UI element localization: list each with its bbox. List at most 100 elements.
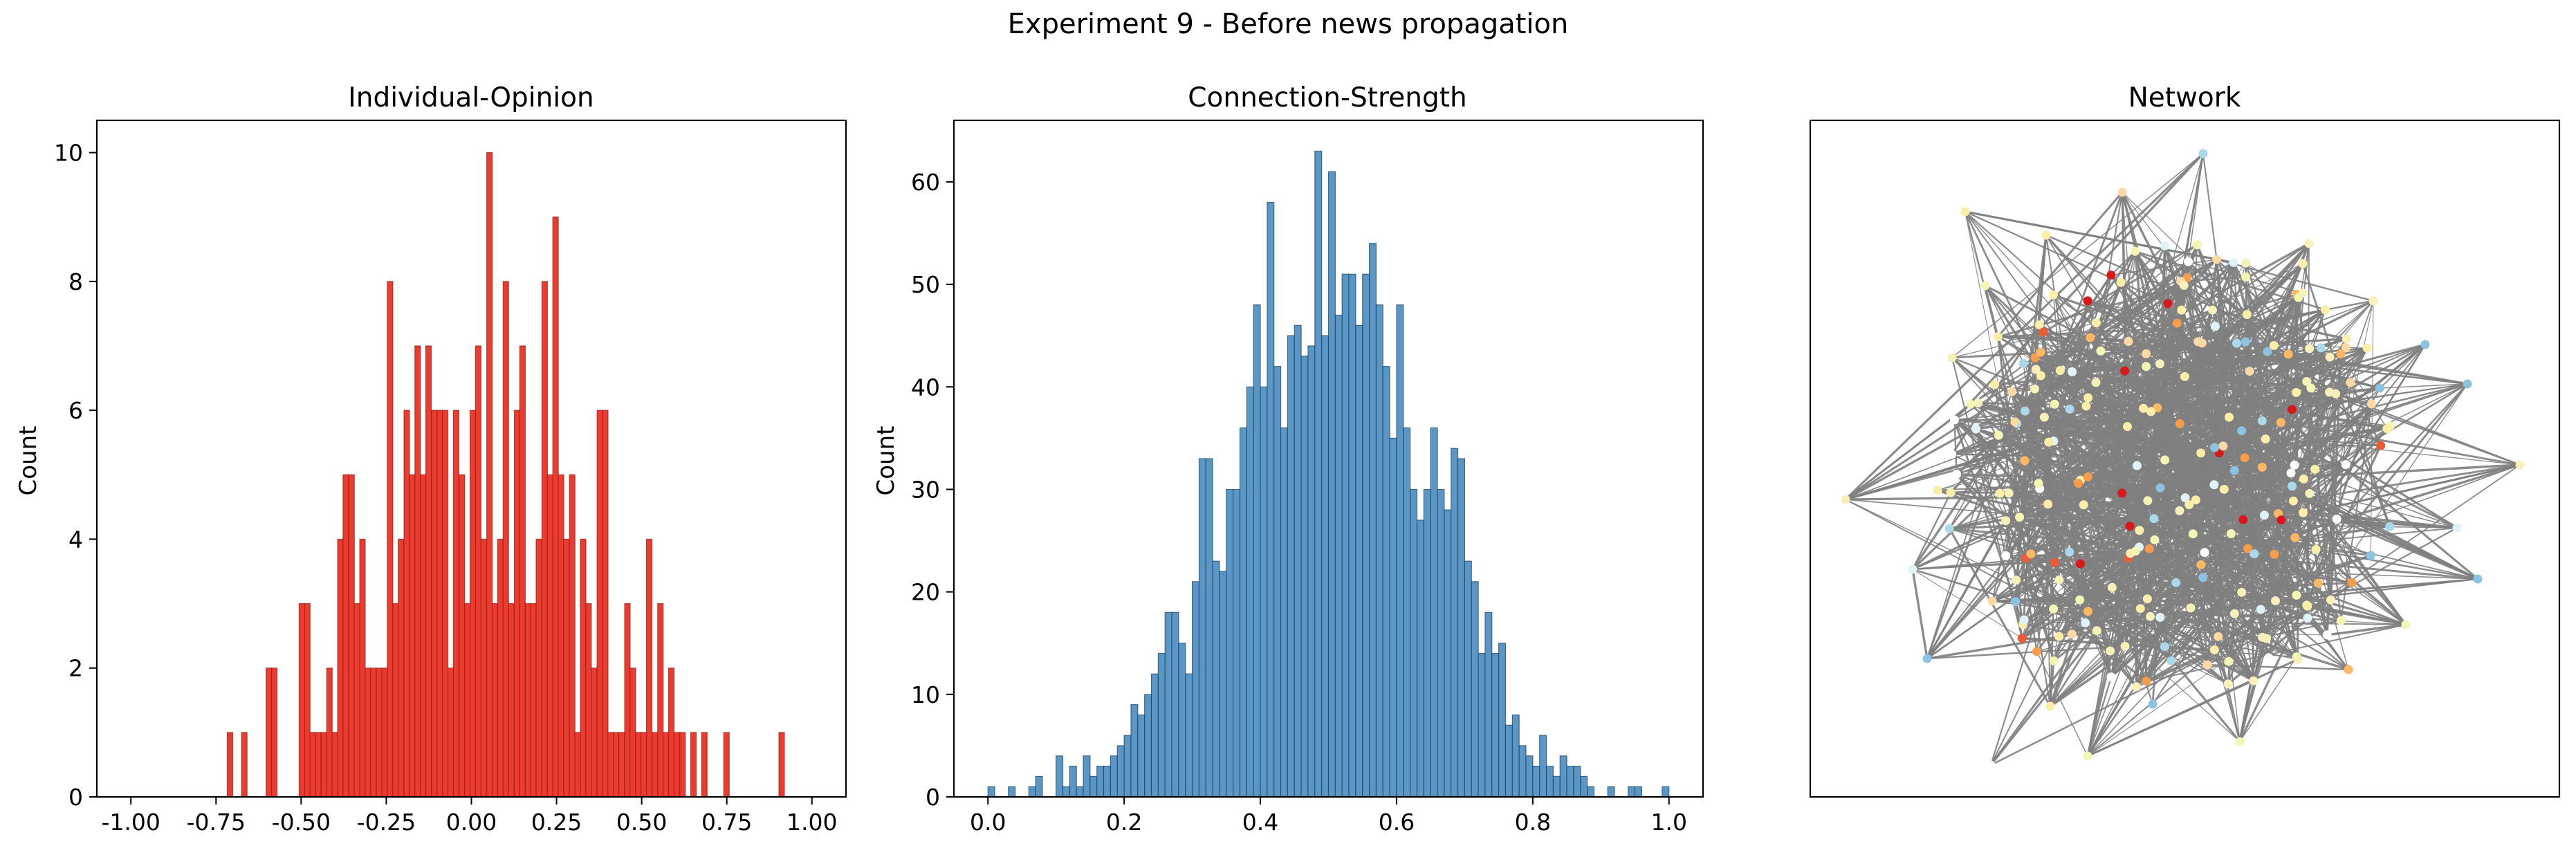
strength-bar — [1103, 765, 1112, 798]
network-node — [2146, 407, 2155, 416]
network-edge — [2011, 391, 2148, 682]
network-edge — [1978, 402, 2292, 411]
network-node — [2420, 340, 2430, 349]
opinion-bar — [414, 345, 421, 798]
network-node — [2257, 462, 2267, 472]
network-node — [2184, 257, 2193, 266]
network-edge — [2077, 366, 2147, 484]
network-node — [2011, 597, 2021, 607]
opinion-bar — [331, 732, 338, 798]
opinion-bar — [663, 732, 670, 798]
opinion-bar — [309, 732, 316, 798]
strength-bar — [1321, 335, 1330, 798]
opinion-y-tick-label: 0 — [68, 784, 83, 811]
network-edge — [1845, 407, 2144, 500]
opinion-bar — [574, 732, 581, 798]
network-edge — [1999, 282, 2122, 494]
strength-bar — [987, 786, 995, 798]
network-edge — [1997, 192, 2124, 338]
network-node — [2068, 367, 2077, 376]
network-node — [2305, 488, 2315, 498]
network-node — [2079, 500, 2088, 510]
opinion-bar — [679, 732, 686, 798]
network-node — [2198, 573, 2208, 582]
network-node — [2007, 387, 2017, 396]
network-node — [2001, 551, 2011, 560]
network-node — [2065, 547, 2074, 557]
network-node — [2362, 343, 2372, 353]
network-node — [2074, 479, 2083, 488]
opinion-x-tick-label: -0.50 — [272, 809, 331, 836]
network-node — [2116, 277, 2126, 287]
strength-bar — [1587, 786, 1595, 798]
strength-bar — [1307, 345, 1316, 798]
strength-y-tick-label: 40 — [911, 374, 940, 401]
strength-bar — [1334, 314, 1343, 798]
strength-bar — [1634, 786, 1642, 798]
opinion-bar — [519, 345, 526, 798]
opinion-bar — [469, 410, 477, 798]
network-node — [2131, 546, 2140, 556]
network-node — [2305, 344, 2315, 353]
opinion-bar — [480, 538, 487, 798]
opinion-bar — [447, 668, 454, 798]
network-node — [2299, 508, 2308, 517]
strength-bar — [1178, 643, 1186, 798]
network-node — [2382, 424, 2392, 434]
opinion-bar — [409, 474, 416, 798]
opinion-bar — [546, 474, 553, 798]
opinion-bar — [381, 668, 388, 798]
opinion-bar — [618, 732, 625, 798]
strength-bar — [1368, 243, 1377, 798]
opinion-x-tick-label: -0.25 — [357, 809, 416, 836]
strength-bars — [987, 150, 1670, 798]
strength-bar — [1437, 488, 1445, 798]
network-edge — [2190, 607, 2254, 681]
network-edge — [2320, 347, 2337, 520]
strength-histogram: Connection-Strength Count 0.0 0.2 0.4 0.6 0.… — [872, 82, 1704, 836]
strength-bar — [1164, 612, 1172, 798]
opinion-bar — [569, 474, 576, 798]
opinion-x-tick-label: 0.50 — [616, 809, 667, 836]
network-edge — [1951, 357, 2229, 662]
network-edge — [2039, 362, 2161, 490]
network-node — [2209, 645, 2219, 654]
network-node — [2261, 434, 2270, 444]
network-node — [2209, 480, 2219, 490]
network-edge — [2135, 250, 2326, 311]
network-edge — [2198, 341, 2220, 453]
network-node — [2271, 596, 2280, 605]
network-node — [2010, 417, 2020, 427]
network-edge — [2080, 527, 2458, 564]
network-edge — [2110, 250, 2136, 276]
opinion-bar — [778, 732, 785, 798]
opinion-bar — [431, 410, 438, 798]
network-node — [2131, 246, 2140, 256]
network-edge — [2307, 383, 2468, 618]
network-node — [2125, 522, 2135, 531]
opinion-bar — [486, 151, 493, 798]
opinion-bar — [541, 281, 548, 798]
network-node — [2367, 399, 2376, 409]
network-node — [2160, 642, 2169, 652]
network-node — [1974, 398, 1983, 407]
strength-bar — [1123, 735, 1132, 798]
network-node — [1993, 332, 2003, 342]
strength-bar — [1444, 509, 1452, 798]
network-node — [2241, 272, 2250, 282]
strength-bar — [1150, 673, 1159, 798]
network-edge — [2069, 525, 2131, 553]
network-edge — [1990, 605, 2308, 766]
network-node — [1960, 207, 1970, 217]
network-node — [2385, 522, 2395, 531]
network-node — [2214, 632, 2223, 641]
network-edge — [2335, 393, 2521, 466]
network-node — [1987, 596, 1997, 606]
opinion-x-tick-label: -1.00 — [102, 809, 160, 836]
network-node — [2065, 404, 2074, 414]
network-edge — [1948, 528, 2052, 707]
network-node — [2292, 590, 2301, 600]
network-edge — [2128, 303, 2169, 342]
network-node — [2083, 296, 2092, 306]
network-node — [2144, 544, 2154, 553]
